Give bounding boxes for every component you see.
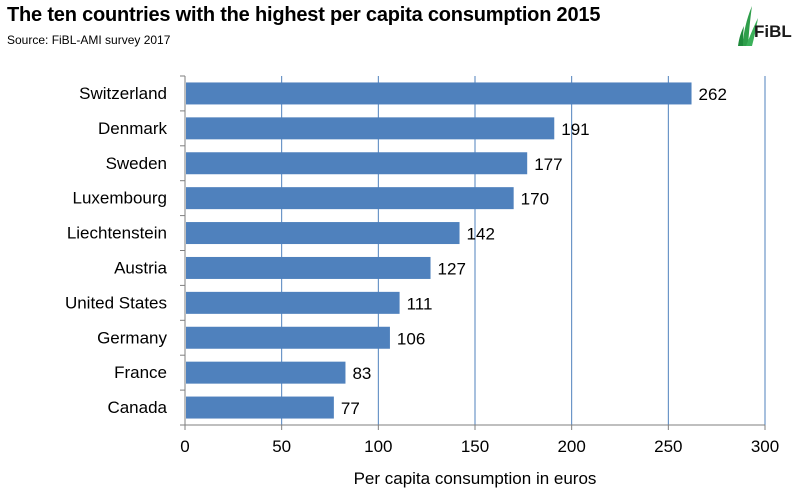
chart-source: Source: FiBL-AMI survey 2017	[7, 33, 171, 47]
category-label: Liechtenstein	[67, 224, 167, 243]
data-label: 142	[467, 225, 495, 244]
fibl-logo-text: FiBL	[754, 22, 792, 41]
category-label: Canada	[107, 398, 167, 417]
x-tick-label: 100	[364, 437, 392, 456]
data-label: 106	[397, 329, 425, 348]
chart-title: The ten countries with the highest per c…	[7, 4, 601, 26]
data-label: 177	[534, 155, 562, 174]
bar	[186, 291, 400, 314]
x-axis-title: Per capita consumption in euros	[354, 469, 597, 488]
bar	[186, 396, 334, 419]
data-label: 262	[699, 85, 727, 104]
data-label: 83	[352, 364, 371, 383]
data-label: 77	[341, 399, 360, 418]
data-label: 111	[407, 294, 433, 313]
x-tick-label: 250	[654, 437, 682, 456]
bar	[186, 82, 692, 105]
x-tick-label: 150	[461, 437, 489, 456]
x-tick-label: 300	[751, 437, 779, 456]
data-label: 191	[561, 120, 589, 139]
bar	[186, 117, 555, 140]
bar	[186, 152, 528, 175]
category-label: Sweden	[106, 154, 167, 173]
fibl-leaf-logo-icon	[738, 6, 758, 46]
x-tick-label: 0	[180, 437, 189, 456]
data-label: 127	[438, 259, 466, 278]
category-label: Luxembourg	[72, 189, 167, 208]
bar	[186, 256, 431, 279]
bar	[186, 361, 346, 384]
x-tick-label: 50	[272, 437, 291, 456]
category-label: Austria	[114, 258, 167, 277]
category-label: Germany	[97, 328, 167, 347]
category-label: Switzerland	[79, 84, 167, 103]
data-label: 170	[521, 190, 549, 209]
category-label: France	[114, 363, 167, 382]
x-tick-label: 200	[557, 437, 585, 456]
bar	[186, 222, 460, 245]
bar	[186, 187, 514, 210]
category-label: United States	[65, 293, 167, 312]
category-label: Denmark	[98, 119, 167, 138]
bar	[186, 326, 390, 349]
